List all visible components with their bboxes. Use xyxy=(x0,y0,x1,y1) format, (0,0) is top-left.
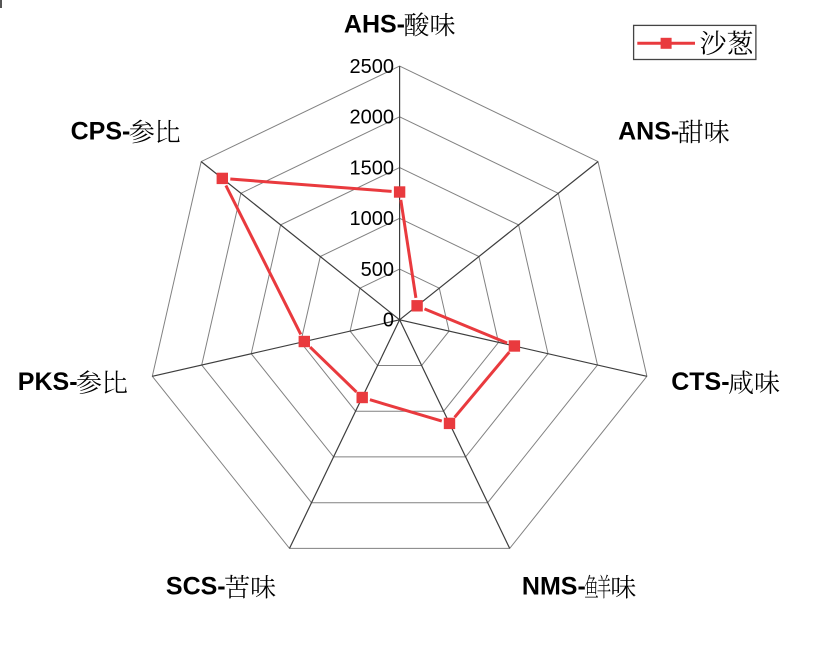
svg-text:500: 500 xyxy=(361,259,394,281)
svg-text:AHS-: AHS- xyxy=(344,10,405,38)
svg-text:0: 0 xyxy=(383,310,394,332)
svg-text:1000: 1000 xyxy=(350,208,395,230)
svg-text:2500: 2500 xyxy=(350,56,395,78)
svg-text:NMS-: NMS- xyxy=(522,573,586,601)
svg-text:CTS-: CTS- xyxy=(671,368,729,396)
svg-text:CPS-: CPS- xyxy=(71,117,131,145)
svg-text:PKS-: PKS- xyxy=(18,368,78,396)
svg-text:SCS-: SCS- xyxy=(166,573,226,601)
svg-text:2000: 2000 xyxy=(350,107,395,129)
svg-text:1500: 1500 xyxy=(350,157,395,179)
svg-text:ANS-: ANS- xyxy=(618,117,679,145)
